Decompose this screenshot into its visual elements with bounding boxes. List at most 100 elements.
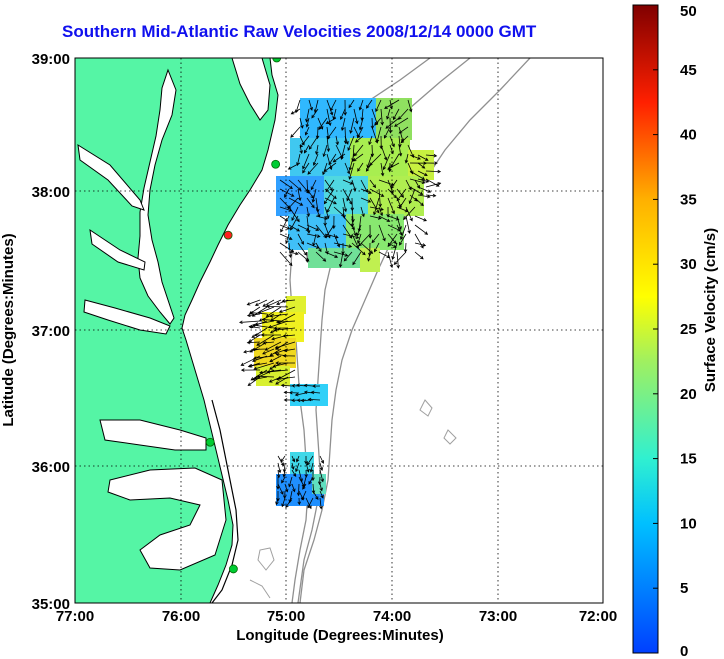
velocity-arrow [240, 368, 261, 372]
velocity-arrow [394, 117, 409, 127]
velocity-arrow [299, 144, 303, 155]
velocity-arrow [306, 455, 314, 466]
velocity-arrow [357, 126, 364, 139]
velocity-arrow [344, 162, 351, 175]
velocity-arrow [324, 251, 339, 258]
y-tick-label: 39:00 [32, 51, 70, 68]
velocity-arrow [351, 224, 357, 237]
velocity-arrow [380, 162, 385, 177]
velocity-arrow [299, 117, 304, 129]
velocity-arrow [291, 469, 297, 477]
velocity-arrow [393, 251, 407, 265]
velocity-arrow [404, 153, 409, 164]
velocity-arrow [360, 197, 372, 203]
velocity-arrow [389, 144, 394, 155]
radar-station-marker [228, 564, 238, 574]
velocity-arrow [368, 224, 372, 239]
velocity-arrow [280, 383, 293, 388]
velocity-arrow [371, 233, 380, 244]
velocity-arrow [344, 135, 349, 145]
velocity-arrow [347, 135, 355, 152]
velocity-arrow [290, 126, 301, 138]
velocity-arrow [310, 390, 321, 395]
velocity-arrow [306, 224, 320, 231]
velocity-arrow [277, 462, 282, 474]
velocity-arrow [325, 224, 335, 239]
velocity-arrow [369, 215, 382, 220]
velocity-arrow [365, 99, 373, 109]
velocity-arrow [425, 193, 437, 198]
velocity-arrow [276, 469, 281, 479]
velocity-arrow [417, 162, 426, 169]
velocity-arrow [319, 497, 323, 510]
velocity-arrow [353, 108, 359, 125]
velocity-arrow [269, 313, 289, 318]
velocity-arrow [281, 476, 286, 484]
velocity-arrow [357, 233, 362, 245]
velocity-arrow [248, 325, 261, 329]
y-tick-label: 36:00 [32, 459, 70, 476]
velocity-arrow [319, 455, 325, 464]
velocity-arrow [396, 251, 400, 269]
x-tick-label: 73:00 [479, 608, 517, 625]
velocity-arrow [407, 99, 413, 113]
velocity-arrow [396, 224, 403, 236]
velocity-arrow [288, 242, 293, 259]
velocity-arrow [417, 194, 431, 199]
colorbar-tick-label: 45 [680, 62, 697, 79]
velocity-arrow [302, 153, 310, 170]
velocity-arrow [319, 462, 324, 471]
velocity-arrow [279, 224, 291, 230]
velocity-arrow [266, 369, 289, 374]
velocity-arrow [281, 497, 286, 508]
x-tick-label: 72:00 [579, 608, 617, 625]
y-axis-label: Latitude (Degrees:Minutes) [0, 233, 17, 426]
velocity-arrow [325, 117, 337, 124]
velocity-arrow [306, 233, 321, 238]
velocity-arrow [339, 108, 346, 121]
velocity-arrow [417, 170, 428, 177]
velocity-arrow [301, 490, 307, 501]
velocity-arrow [414, 179, 420, 189]
velocity-arrow [312, 384, 321, 388]
velocity-arrow [275, 361, 296, 365]
colorbar-tick-label: 0 [680, 643, 688, 659]
velocity-arrow [251, 347, 268, 352]
velocity-arrow [338, 251, 344, 268]
velocity-arrow [251, 323, 275, 329]
velocity-arrow [309, 462, 314, 473]
velocity-arrow [387, 179, 394, 194]
velocity-arrow [342, 233, 360, 239]
velocity-arrow [262, 299, 275, 307]
colorbar-tick-label: 30 [680, 256, 697, 273]
velocity-arrow [291, 206, 299, 222]
velocity-arrow [246, 340, 261, 345]
velocity-arrow [295, 462, 300, 473]
velocity-arrow [425, 182, 442, 188]
velocity-arrow [403, 242, 408, 253]
radar-station-marker [272, 58, 282, 63]
velocity-arrow [311, 108, 319, 119]
velocity-arrow [291, 455, 296, 463]
velocity-arrow [291, 483, 296, 493]
velocity-arrow [303, 383, 314, 388]
velocity-arrow [288, 390, 300, 395]
velocity-arrow [279, 233, 293, 241]
colorbar-ticks: 0 5 10 15 20 25 30 35 40 45 50 [653, 3, 697, 659]
velocity-arrow [387, 251, 394, 269]
velocity-arrow [303, 390, 314, 395]
velocity-arrow [295, 99, 301, 114]
velocity-arrow [261, 317, 282, 322]
colorbar-tick-label: 10 [680, 515, 697, 532]
velocity-arrow [373, 242, 380, 253]
velocity-arrow [414, 251, 424, 260]
velocity-arrow [306, 197, 315, 209]
velocity-arrow [378, 188, 382, 208]
potomac-river [77, 144, 145, 211]
velocity-arrow [296, 383, 307, 388]
velocity-arrow [280, 215, 290, 233]
velocity-arrow [332, 153, 346, 163]
velocity-arrow [266, 304, 289, 309]
velocity-arrow [262, 348, 275, 355]
